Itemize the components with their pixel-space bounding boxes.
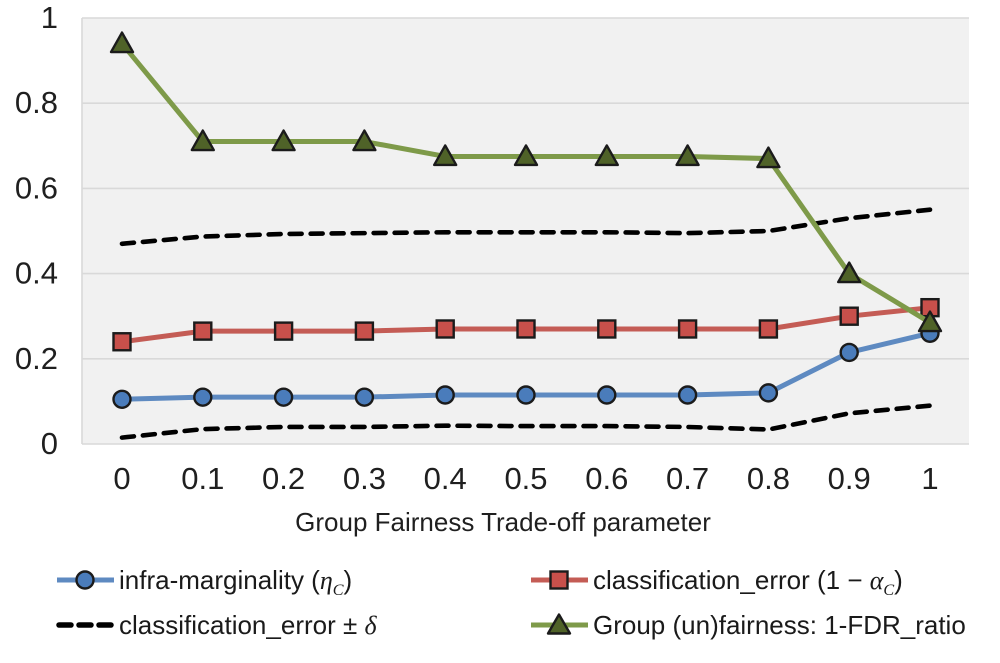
dashed-series-icon [56,622,114,628]
triangle-marker [675,144,700,167]
x-axis-title: Group Fairness Trade-off parameter [295,507,711,537]
legend-item-classification-error-delta: classification_error ± δ [56,602,377,648]
x-tick-label: 0 [113,461,130,496]
x-tick-label: 0.2 [262,461,305,496]
series-line [119,207,933,247]
triangle-marker [190,129,216,152]
x-tick-label: 0.5 [504,461,547,496]
y-tick-label: 0 [41,426,58,461]
series-circle [112,323,940,409]
triangle-marker [917,310,943,333]
series-triangle [109,31,943,333]
circle-marker [435,385,455,405]
square-marker [516,319,536,339]
triangle-marker [109,31,135,54]
square-marker [597,319,617,339]
triangle-marker [433,144,458,167]
square-marker [354,321,375,341]
series-dashed [119,403,933,440]
x-tick-label: 1 [921,461,938,496]
y-tick-label: 0.6 [15,170,58,205]
circle-series-icon [57,570,114,590]
square-marker [273,321,294,341]
square-marker [677,319,698,339]
square-marker [112,332,132,352]
y-tick-label: 0.8 [15,85,58,120]
circle-marker [758,383,779,403]
line-chart: 0 0.2 0.4 0.6 0.8 1 0 0.1 0.2 0.3 0.4 0.5 0.6 0.7 0.8 0… [15,0,969,537]
triangle-marker [756,146,781,169]
y-tick-label: 0.4 [15,256,58,291]
square-marker [758,319,779,339]
legend-label: infra-marginality (ηC) [119,564,353,599]
x-tick-label: 0.8 [747,461,790,496]
circle-marker [112,389,132,409]
triangle-marker [594,144,619,167]
x-tick-label: 0.9 [828,461,871,496]
circle-marker [516,385,536,405]
circle-marker [839,342,859,363]
circle-marker [677,385,698,405]
triangle-marker [352,129,377,152]
plot-area: 0 0.2 0.4 0.6 0.8 1 0 0.1 0.2 0.3 0.4 0.5 0.6 0.7 0.8 0… [15,0,969,496]
series-line [119,403,933,440]
circle-marker [273,387,294,407]
triangle-series-icon [531,613,588,635]
triangle-marker [513,144,539,167]
legend-item-group-unfairness: Group (un)fairness: 1-FDR_ratio [530,602,966,648]
circle-marker [354,387,375,407]
legend-label: classification_error ± δ [119,609,377,640]
x-tick-label: 0.7 [666,461,709,496]
square-marker [435,319,455,339]
circle-marker [193,387,213,407]
x-tick-label: 0.1 [181,461,224,496]
triangle-marker [271,129,296,152]
square-marker [839,306,859,326]
x-tick-label: 0.6 [585,461,628,496]
y-tick-label: 1 [41,0,58,35]
legend-label: Group (un)fairness: 1-FDR_ratio [593,609,966,640]
series-square [112,297,940,352]
legend-label: classification_error (1 − αC) [593,564,903,599]
legend-item-classification-error: classification_error (1 − αC) [530,557,903,603]
series-dashed [119,207,933,247]
legend-item-infra-marginality: infra-marginality (ηC) [56,557,352,603]
x-tick-label: 0.3 [343,461,386,496]
triangle-marker [837,261,862,284]
x-tick-label: 0.4 [424,461,467,496]
y-tick-label: 0.2 [15,341,58,376]
square-series-icon [531,570,588,590]
circle-marker [597,385,617,405]
square-marker [193,321,213,341]
